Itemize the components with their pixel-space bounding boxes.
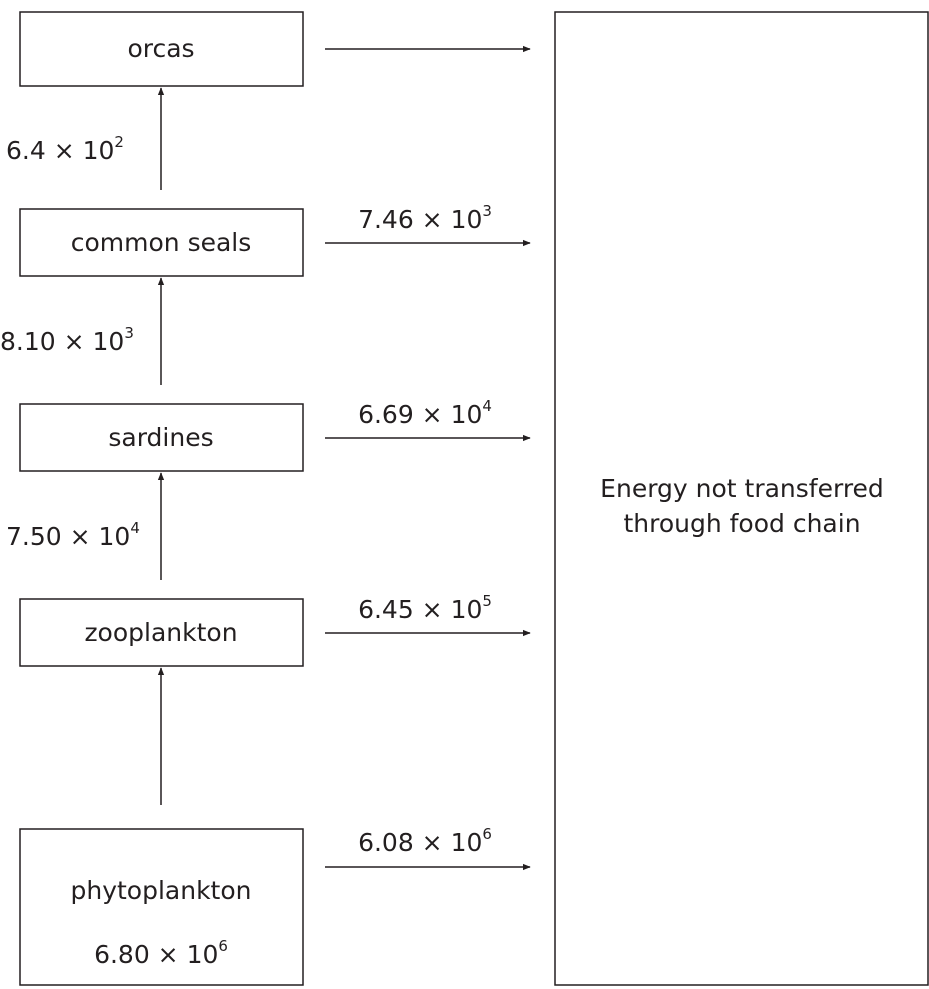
node-label: sardines bbox=[108, 423, 213, 452]
loss-label: 6.08 × 106 bbox=[358, 825, 492, 858]
number: 6.08 × 10 bbox=[358, 828, 482, 857]
node-label: orcas bbox=[127, 34, 194, 63]
transfer-label: 8.10 × 103 bbox=[0, 324, 134, 357]
number: 8.10 × 10 bbox=[0, 327, 124, 356]
node-box bbox=[19, 11, 304, 87]
number: 6.69 × 10 bbox=[358, 400, 482, 429]
exponent: 6 bbox=[482, 825, 492, 843]
node-box bbox=[19, 828, 304, 986]
loss-label: 6.45 × 105 bbox=[358, 592, 492, 625]
exponent: 6 bbox=[218, 937, 228, 955]
node-box bbox=[19, 208, 304, 277]
node-label: zooplankton bbox=[84, 618, 237, 647]
node-box bbox=[19, 598, 304, 667]
sink-label: through food chain bbox=[623, 509, 860, 538]
exponent: 4 bbox=[482, 397, 492, 415]
exponent: 4 bbox=[130, 519, 140, 537]
transfer-label: 6.4 × 102 bbox=[6, 133, 124, 166]
sink-box bbox=[554, 11, 929, 986]
loss-label: 7.46 × 103 bbox=[358, 202, 492, 235]
node-label: common seals bbox=[71, 228, 252, 257]
loss-label: 6.69 × 104 bbox=[358, 397, 492, 430]
exponent: 5 bbox=[482, 592, 492, 610]
node-label: phytoplankton bbox=[70, 876, 251, 905]
number: 7.50 × 10 bbox=[6, 522, 130, 551]
exponent: 2 bbox=[114, 133, 124, 151]
number: 6.4 × 10 bbox=[6, 136, 114, 165]
transfer-label: 7.50 × 104 bbox=[6, 519, 140, 552]
exponent: 3 bbox=[482, 202, 492, 220]
exponent: 3 bbox=[124, 324, 134, 342]
node-box bbox=[19, 403, 304, 472]
number: 6.80 × 10 bbox=[94, 940, 218, 969]
sink-label: Energy not transferred bbox=[600, 474, 884, 503]
number: 6.45 × 10 bbox=[358, 595, 482, 624]
number: 7.46 × 10 bbox=[358, 205, 482, 234]
node-energy: 6.80 × 106 bbox=[94, 937, 228, 970]
